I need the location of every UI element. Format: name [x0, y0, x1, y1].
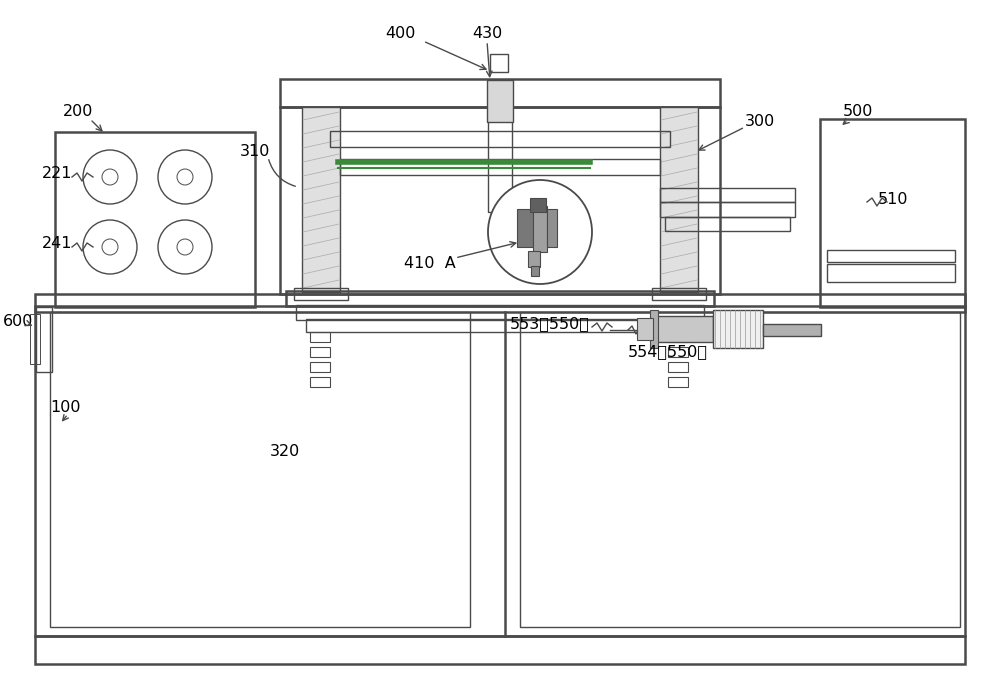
Text: 100: 100	[50, 400, 80, 415]
Bar	[487, 80, 513, 122]
Bar	[533, 206, 547, 252]
Text: 600: 600	[3, 314, 33, 329]
Text: 300: 300	[745, 115, 775, 130]
Bar	[650, 310, 658, 348]
Bar	[528, 251, 540, 267]
Bar	[35, 294, 965, 312]
Bar	[310, 362, 330, 372]
Bar	[827, 250, 955, 262]
Bar	[547, 209, 557, 247]
Bar	[660, 202, 795, 217]
Bar	[668, 347, 688, 357]
Text: 500: 500	[843, 104, 873, 119]
Circle shape	[488, 180, 592, 284]
Bar	[655, 316, 713, 342]
Bar	[296, 305, 704, 320]
Bar	[55, 132, 255, 307]
Bar	[668, 377, 688, 387]
Bar	[665, 217, 790, 231]
Bar	[50, 312, 470, 627]
Bar	[330, 131, 670, 147]
Bar	[517, 209, 533, 247]
Text: 410  A: 410 A	[404, 256, 456, 271]
Bar	[306, 319, 694, 332]
Bar	[490, 54, 508, 72]
Bar	[520, 312, 960, 627]
Text: 200: 200	[63, 104, 93, 119]
Bar	[35, 306, 965, 636]
Bar	[280, 79, 720, 107]
Bar	[294, 288, 348, 300]
Bar	[286, 291, 714, 306]
Bar	[668, 332, 688, 342]
Bar	[35, 636, 965, 664]
Bar	[652, 288, 706, 300]
Bar	[36, 307, 52, 372]
Bar	[660, 188, 795, 202]
Bar	[763, 324, 821, 336]
Text: 430: 430	[472, 27, 502, 42]
Bar	[310, 347, 330, 357]
Bar	[280, 107, 720, 294]
Bar	[820, 119, 965, 307]
Bar	[531, 266, 539, 276]
Bar	[30, 314, 40, 364]
Text: 553〈550〉: 553〈550〉	[510, 316, 590, 331]
Text: 554〈550〉: 554〈550〉	[628, 344, 708, 359]
Text: 310: 310	[240, 145, 270, 160]
Text: 241: 241	[42, 237, 72, 252]
Text: 510: 510	[878, 192, 908, 207]
Bar	[310, 377, 330, 387]
Bar	[668, 362, 688, 372]
Bar	[310, 332, 330, 342]
Bar	[340, 159, 660, 175]
Bar	[488, 102, 512, 212]
Bar	[302, 107, 340, 292]
Text: 400: 400	[385, 27, 415, 42]
Bar	[827, 264, 955, 282]
Bar	[713, 310, 763, 348]
Bar	[530, 198, 546, 212]
Text: 320: 320	[270, 445, 300, 460]
Bar	[637, 318, 653, 340]
Text: 221: 221	[42, 166, 72, 181]
Bar	[660, 107, 698, 292]
